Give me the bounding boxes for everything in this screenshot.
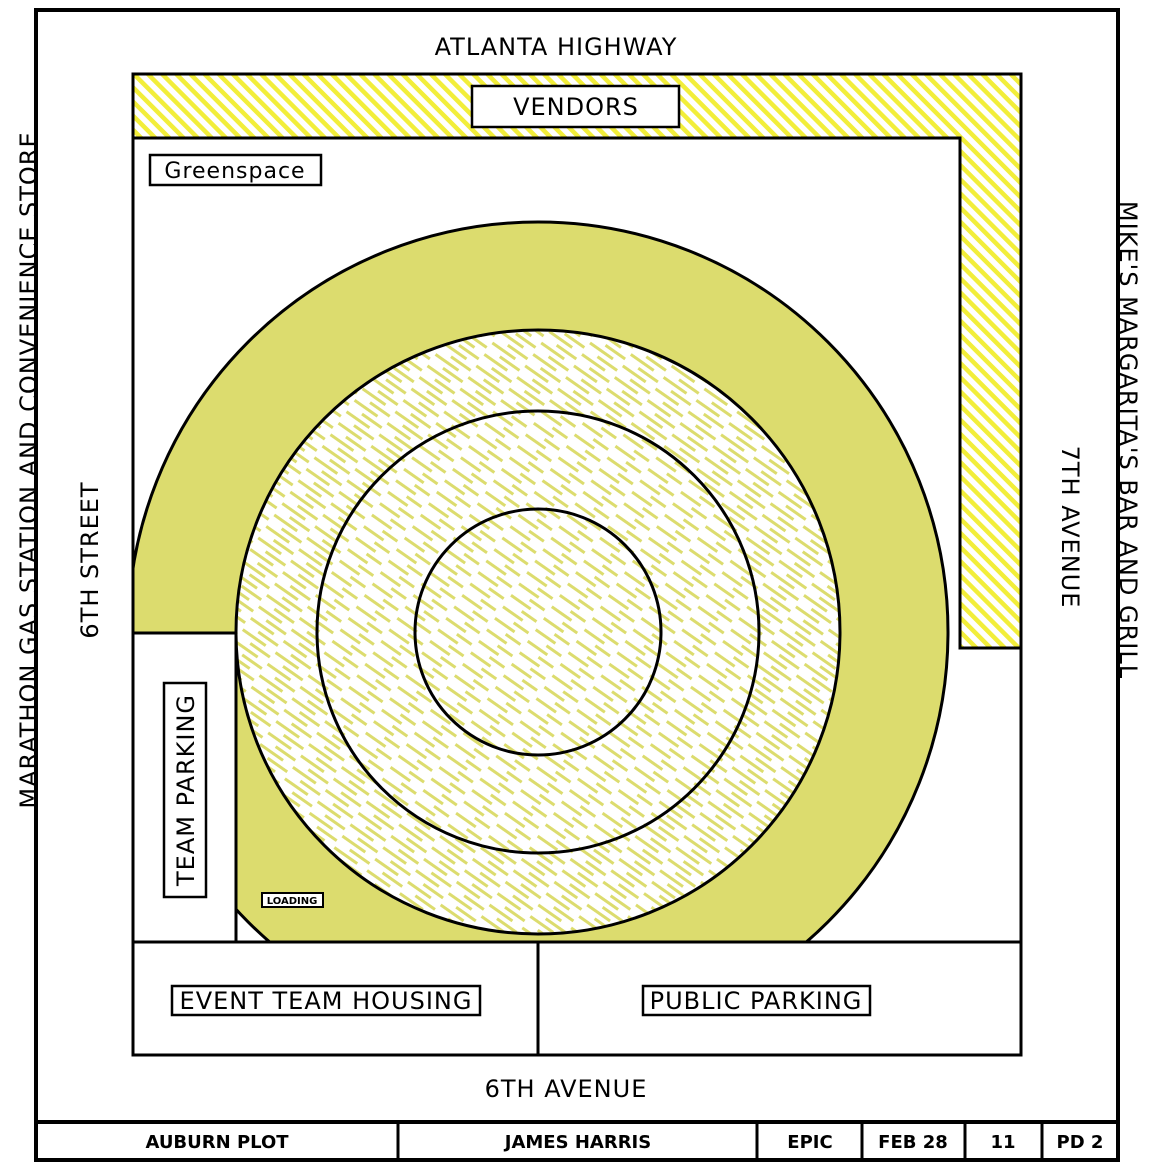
west-street-label: 6TH STREET [76,481,104,638]
title-period: PD 2 [1057,1132,1104,1153]
greenspace-label-box [148,153,323,187]
west-neighbor-label: MARATHON GAS STATION AND CONVENIENCE STO… [15,131,43,808]
vendors-label-box [470,84,681,129]
title-plot: AUBURN PLOT [145,1132,289,1153]
loading-label-box [261,892,324,908]
north-street-label: ATLANTA HIGHWAY [435,33,678,61]
title-date: FEB 28 [878,1132,948,1153]
public-parking-label: PUBLIC PARKING [650,987,863,1015]
event-team-housing-label-box [170,984,482,1017]
team-parking-label: TEAM PARKING [172,694,200,887]
middle-circle [315,409,761,855]
title-block: AUBURN PLOT JAMES HARRIS EPIC FEB 28 11 … [34,1120,1120,1162]
greenspace-label: Greenspace [164,159,305,184]
center-circle [413,507,663,757]
east-neighbor-label: MIKE'S MARGARITA'S BAR AND GRILL [1114,201,1142,679]
east-street-label: 7TH AVENUE [1056,446,1084,609]
public-parking-label-box [641,984,872,1017]
title-author: JAMES HARRIS [503,1132,651,1153]
south-street-label: 6TH AVENUE [485,1075,648,1103]
title-number: 11 [990,1132,1015,1153]
team-parking-label-box [162,681,208,899]
event-team-housing-label: EVENT TEAM HOUSING [180,987,473,1015]
title-project: EPIC [787,1132,832,1153]
loading-label: LOADING [267,896,318,907]
vendors-label: VENDORS [513,93,639,121]
